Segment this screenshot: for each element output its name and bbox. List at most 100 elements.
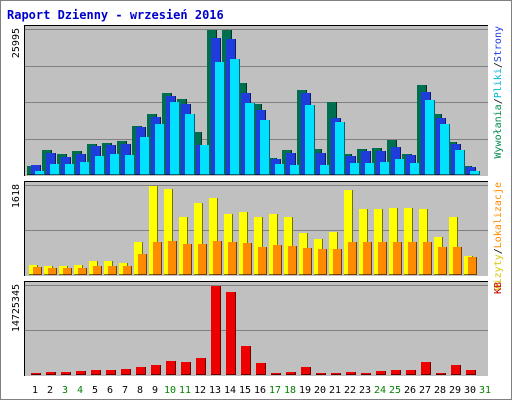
bar (359, 209, 367, 274)
bar-middle-s1-day23 (363, 242, 372, 275)
bar (149, 186, 157, 274)
chart-title: Raport Dzienny - wrzesień 2016 (7, 8, 224, 22)
bar (286, 153, 295, 174)
bar (35, 171, 44, 174)
bar-middle-s1-day13 (213, 241, 222, 275)
x-label-day-30: 30 (464, 385, 476, 396)
bar-bottom-s0-day21 (331, 373, 341, 375)
x-label-day-4: 4 (77, 385, 83, 396)
bar-bottom-s0-day10 (166, 361, 176, 375)
bar-bottom-s0-day19 (301, 367, 311, 375)
chart-panels (24, 25, 489, 377)
bar-top-s2-day2 (50, 164, 60, 175)
legend-item: Wizyty (493, 254, 504, 290)
bar (449, 217, 457, 274)
bar-middle-s1-day3 (63, 268, 72, 275)
bar (61, 372, 70, 374)
bar-top-s2-day8 (140, 137, 150, 175)
x-label-day-11: 11 (179, 385, 191, 396)
bar-middle-s1-day5 (93, 266, 102, 275)
bar (408, 242, 416, 274)
bar-middle-s1-day27 (423, 242, 432, 275)
bar-top-s2-day26 (410, 163, 420, 175)
bar (136, 367, 145, 374)
bar (344, 190, 352, 274)
bar-top-s2-day12 (200, 145, 210, 175)
legend-item: KB (493, 282, 504, 294)
bar-middle-s1-day10 (168, 241, 177, 275)
bar-middle-s0-day16 (254, 217, 263, 275)
bar-top-s2-day7 (125, 155, 135, 175)
bar-bottom-s0-day17 (271, 373, 281, 375)
bar (245, 103, 254, 174)
x-label-day-21: 21 (329, 385, 341, 396)
bar-top-s2-day4 (80, 162, 90, 175)
x-label-day-22: 22 (344, 385, 356, 396)
bar (228, 242, 236, 274)
bar (256, 363, 265, 374)
bar (389, 208, 397, 274)
bar-top-s2-day6 (110, 154, 120, 175)
bar (290, 165, 299, 174)
bar (271, 373, 280, 374)
bar-bottom-s0-day23 (361, 373, 371, 375)
bar-middle-s0-day25 (389, 208, 398, 275)
bar (46, 153, 55, 174)
bar (230, 59, 239, 174)
bar (211, 286, 220, 374)
bar-top-s2-day21 (335, 122, 345, 175)
bar (269, 214, 277, 274)
bar-bottom-s0-day20 (316, 373, 326, 375)
bar (404, 208, 412, 274)
bar-top-s2-day28 (440, 124, 450, 175)
bar (185, 114, 194, 174)
bar-bottom-s0-day5 (91, 370, 101, 375)
bar (121, 369, 130, 374)
bar (95, 156, 104, 174)
bar-middle-s0-day22 (344, 190, 353, 275)
bar (31, 165, 40, 174)
x-label-day-16: 16 (254, 385, 266, 396)
x-label-day-31: 31 (479, 385, 491, 396)
bar-middle-s1-day25 (393, 242, 402, 275)
bar (123, 266, 131, 274)
bar (316, 153, 325, 174)
bar-bottom-s0-day16 (256, 363, 266, 375)
bar (46, 372, 55, 374)
chart-legends: Wywołania/Pliki/StronyWizyty/Lokalizacje… (493, 26, 504, 294)
bar-bottom-s0-day3 (61, 372, 71, 375)
bar (363, 242, 371, 274)
bar (419, 209, 427, 274)
bar-middle-s1-day21 (333, 249, 342, 275)
bar (65, 164, 74, 174)
bar (410, 163, 419, 174)
x-label-day-24: 24 (374, 385, 386, 396)
bar-middle-s1-day29 (453, 247, 462, 275)
bar (258, 247, 266, 274)
bar-top-s2-day22 (350, 163, 360, 175)
bar (91, 370, 100, 374)
bar (423, 242, 431, 274)
bar (470, 171, 479, 174)
bar-middle-s1-day14 (228, 242, 237, 275)
x-label-day-5: 5 (92, 385, 98, 396)
y-axis-max-labels: 25995 1618 14725345 (11, 28, 22, 332)
bar (200, 145, 209, 174)
x-label-day-19: 19 (299, 385, 311, 396)
bar (451, 365, 460, 374)
bar-top-s2-day9 (155, 124, 165, 175)
bar-middle-s1-day4 (78, 268, 87, 275)
bar-middle-s1-day20 (318, 249, 327, 275)
legend-middle: Wizyty/Lokalizacje (493, 182, 504, 290)
bar-bottom-s0-day1 (31, 373, 41, 375)
bar (455, 150, 464, 174)
x-label-day-6: 6 (107, 385, 113, 396)
bar-bottom-s0-day13 (211, 286, 221, 375)
bar (155, 124, 164, 174)
bar (31, 373, 40, 374)
bar (196, 358, 205, 374)
bar-bottom-s0-day25 (391, 370, 401, 375)
bar (346, 372, 355, 374)
x-label-day-18: 18 (284, 385, 296, 396)
